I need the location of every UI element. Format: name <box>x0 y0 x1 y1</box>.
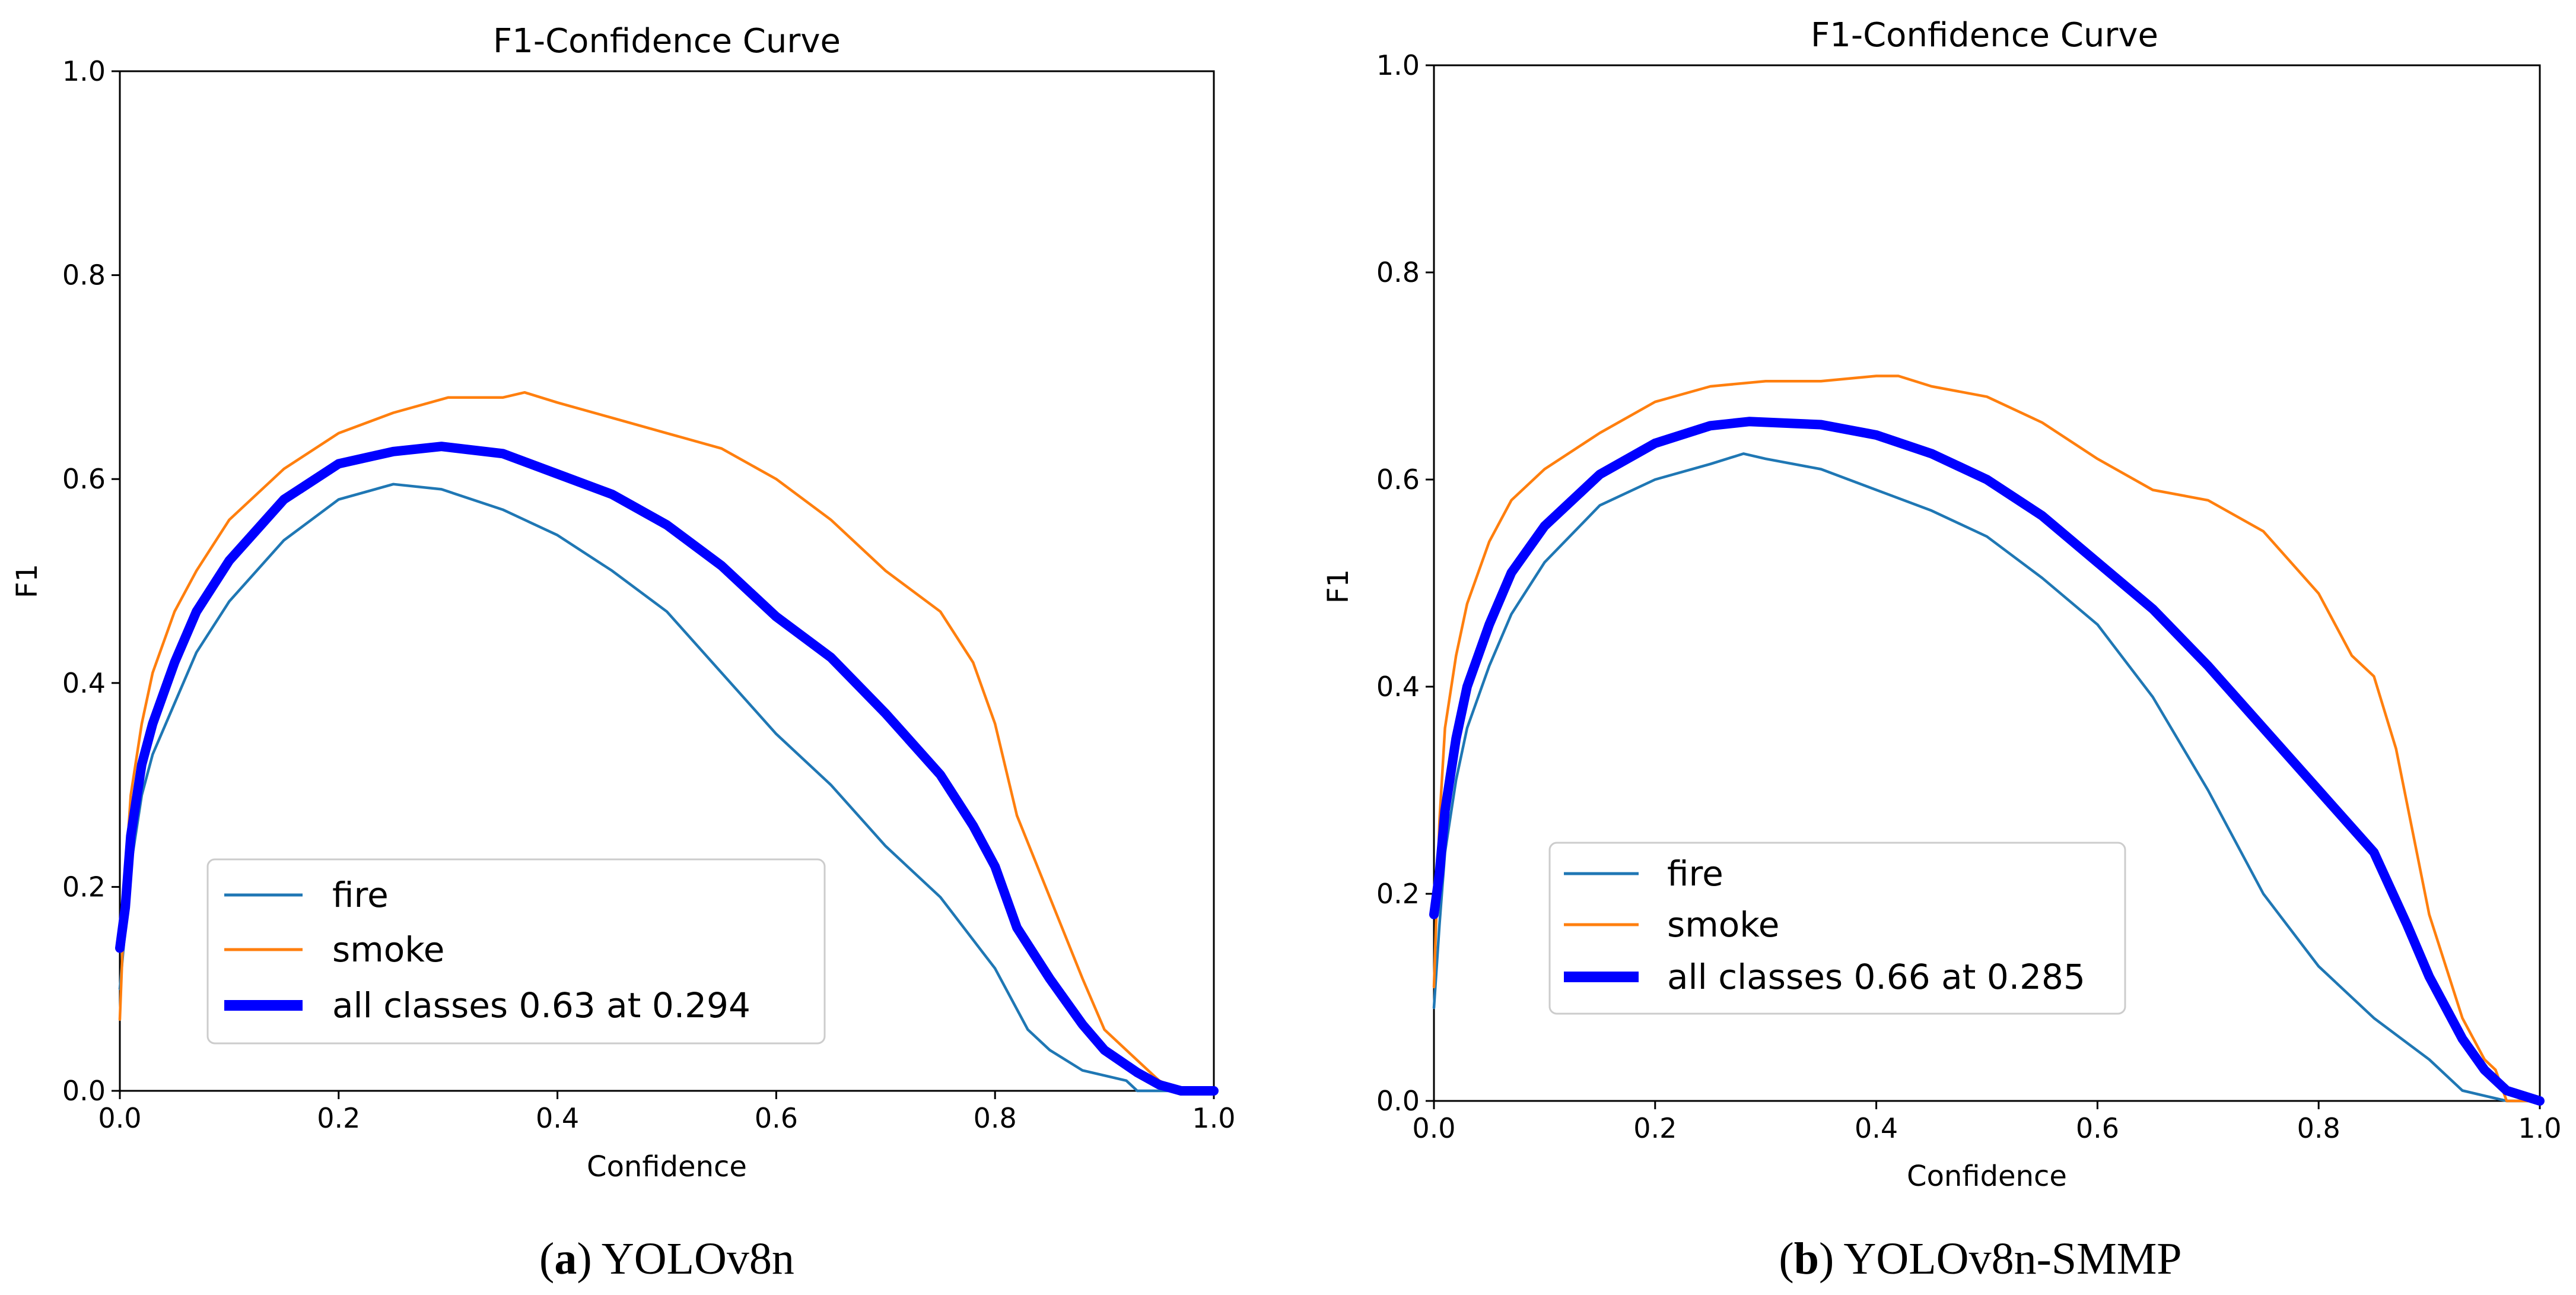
series-line-fire <box>1432 452 2542 1103</box>
y-tick-label: 0.6 <box>1376 464 1420 496</box>
caption-label: a <box>554 1234 577 1284</box>
caption-paren-close: ) <box>577 1234 591 1284</box>
series-line-all-classes <box>1429 417 2545 1106</box>
y-tick-label: 0.0 <box>62 1075 106 1107</box>
y-axis-label: F1 <box>11 564 44 598</box>
x-tick-label: 0.8 <box>974 1102 1017 1134</box>
x-axis-label: Confidence <box>587 1150 747 1183</box>
legend-box <box>1548 842 2126 1015</box>
y-tick-label: 0.8 <box>62 259 106 291</box>
x-tick-label: 1.0 <box>1192 1102 1235 1134</box>
y-tick-label: 0.8 <box>1376 256 1420 288</box>
y-tick-label: 0.4 <box>1376 671 1420 703</box>
x-axis-label: Confidence <box>1907 1160 2067 1193</box>
x-tick-label: 0.6 <box>2076 1112 2119 1144</box>
legend-label-all-classes: all classes 0.63 at 0.294 <box>332 985 750 1026</box>
y-tick-label: 0.2 <box>62 871 106 903</box>
y-axis-label: F1 <box>1322 569 1355 604</box>
legend-label-smoke: smoke <box>1667 904 1779 945</box>
x-tick-label: 0.2 <box>317 1102 360 1134</box>
caption-paren-close: ) <box>1819 1234 1834 1284</box>
x-tick-label: 0.4 <box>536 1102 579 1134</box>
chart-title: F1-Confidence Curve <box>493 22 841 61</box>
y-tick-label: 0.0 <box>1376 1085 1420 1117</box>
series-line-all-classes <box>115 442 1219 1096</box>
y-tick-label: 0.6 <box>62 463 106 495</box>
legend-label-fire: fire <box>332 875 389 915</box>
caption-paren-open: ( <box>539 1234 554 1284</box>
x-tick-label: 1.0 <box>2518 1112 2561 1144</box>
caption-label: b <box>1794 1234 1819 1284</box>
x-axis: 0.0 0.2 0.4 0.6 0.8 1.0 <box>1412 1101 2562 1144</box>
series-lines <box>115 391 1219 1096</box>
legend-label-fire: fire <box>1667 853 1723 894</box>
chart-panel-b: F1-Confidence Curve 0.0 0.2 0.4 0.6 0.8 1.0 0… <box>1322 16 2562 1284</box>
figure-caption-a: (a) YOLOv8n <box>539 1234 794 1284</box>
legend-label-smoke: smoke <box>332 929 444 970</box>
series-line-smoke <box>1432 374 2542 1103</box>
legend-box <box>206 858 826 1045</box>
chart-panel-a: F1-Confidence Curve 0.0 0.2 0.4 0.6 0.8 1.0 0… <box>11 22 1236 1284</box>
x-tick-label: 0.0 <box>98 1102 141 1134</box>
y-tick-label: 0.4 <box>62 667 106 699</box>
x-tick-label: 0.8 <box>2297 1112 2340 1144</box>
series-lines <box>1429 374 2545 1106</box>
x-axis: 0.0 0.2 0.4 0.6 0.8 1.0 <box>98 1091 1236 1134</box>
x-tick-label: 0.4 <box>1855 1112 1898 1144</box>
legend: fire smoke all classes 0.63 at 0.294 <box>206 858 826 1045</box>
caption-text: YOLOv8n-SMMP <box>1834 1234 2181 1284</box>
legend: fire smoke all classes 0.66 at 0.285 <box>1548 842 2126 1015</box>
series-line-smoke <box>118 391 1216 1093</box>
series-line-fire <box>118 483 1216 1093</box>
figure-caption-b: (b) YOLOv8n-SMMP <box>1779 1234 2181 1284</box>
y-tick-label: 1.0 <box>62 55 106 87</box>
y-axis: 0.0 0.2 0.4 0.6 0.8 1.0 <box>1376 49 1434 1117</box>
y-tick-label: 0.2 <box>1376 878 1420 910</box>
chart-title: F1-Confidence Curve <box>1811 16 2158 55</box>
caption-text: YOLOv8n <box>592 1234 794 1284</box>
y-tick-label: 1.0 <box>1376 49 1420 81</box>
caption-paren-open: ( <box>1779 1234 1793 1284</box>
y-axis: 0.0 0.2 0.4 0.6 0.8 1.0 <box>62 55 120 1107</box>
legend-label-all-classes: all classes 0.66 at 0.285 <box>1667 957 2085 997</box>
x-tick-label: 0.2 <box>1633 1112 1677 1144</box>
x-tick-label: 0.0 <box>1412 1112 1455 1144</box>
x-tick-label: 0.6 <box>755 1102 798 1134</box>
